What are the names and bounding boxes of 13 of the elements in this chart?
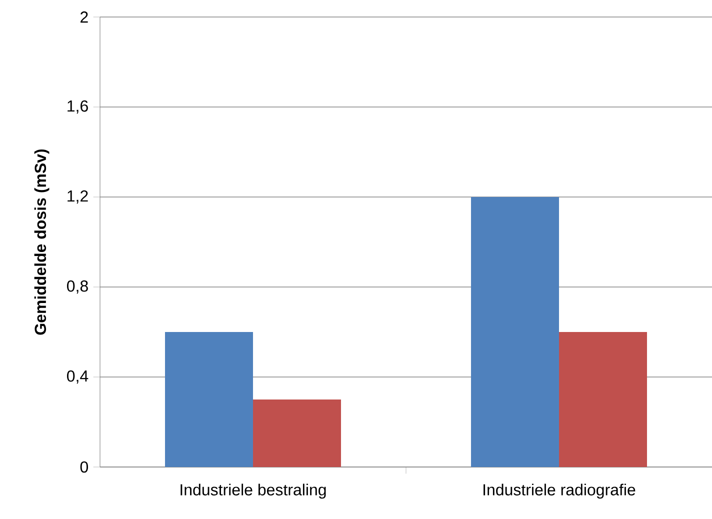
bar	[471, 197, 560, 467]
y-tick-label: 0	[80, 461, 88, 473]
x-tick-label: Industriele bestraling	[180, 484, 326, 499]
y-tick-label: 2	[80, 11, 88, 23]
y-tick-label: 1,2	[68, 190, 88, 204]
y-tick-label: 0,4	[67, 370, 88, 384]
y-axis-title: Gemiddelde dosis (mSv)	[34, 149, 50, 335]
bar	[165, 332, 254, 467]
x-tick-label: Industriele radiografie	[484, 484, 636, 499]
y-tick-label: 0,8	[67, 280, 88, 294]
y-tick-label: 1,6	[68, 100, 88, 114]
bar	[253, 400, 342, 467]
bar	[559, 332, 648, 467]
